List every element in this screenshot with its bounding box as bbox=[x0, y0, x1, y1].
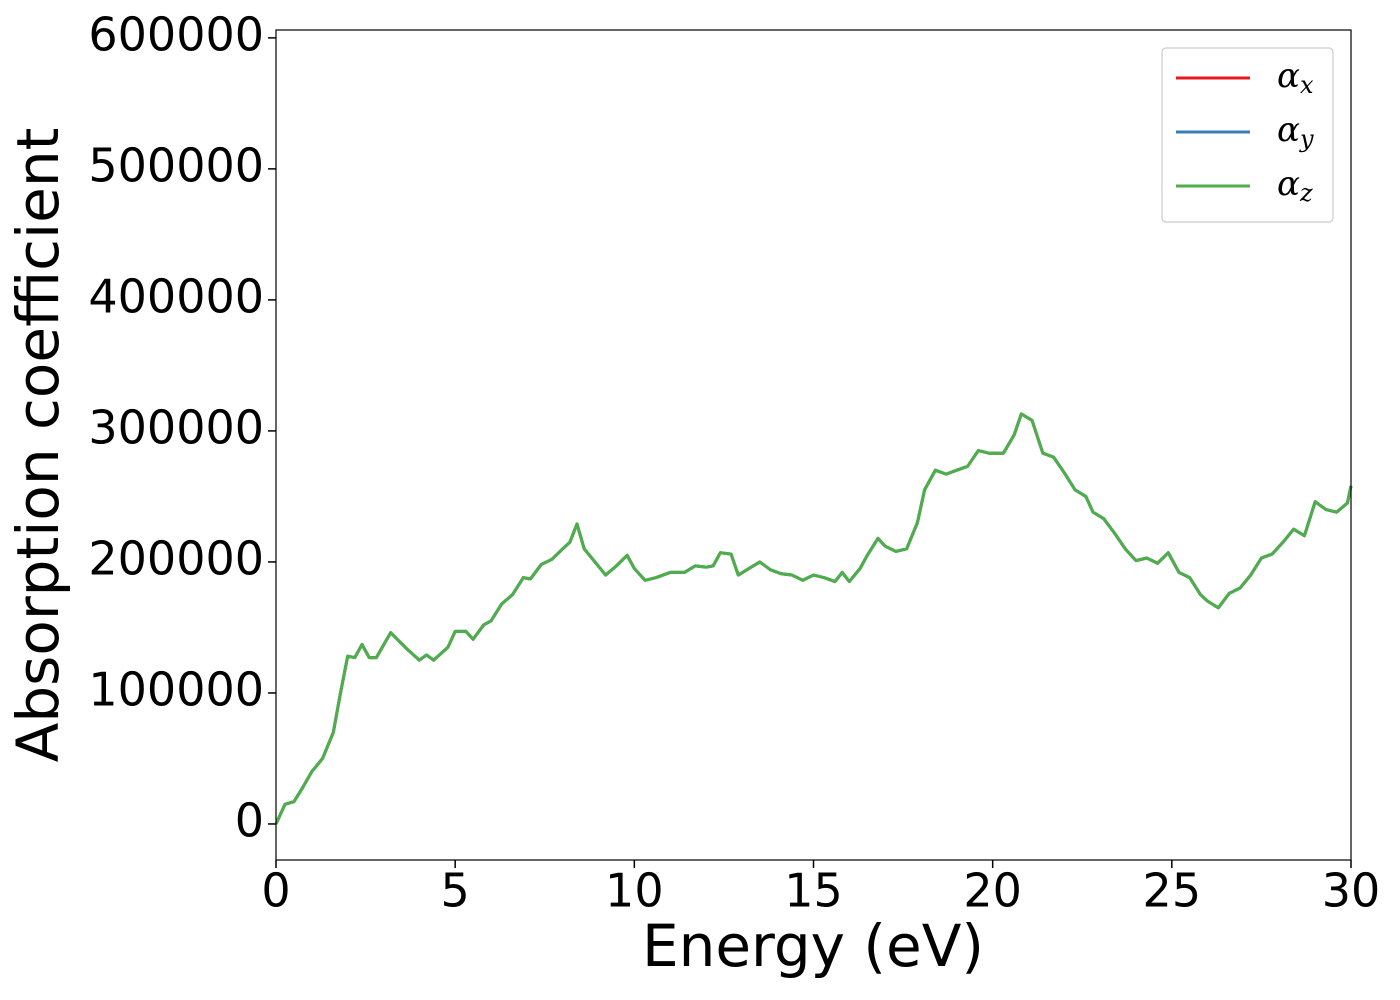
x-axis-label: Energy (eV) bbox=[642, 912, 984, 980]
y-tick-label: 300000 bbox=[88, 400, 264, 454]
y-tick-label: 100000 bbox=[88, 662, 264, 716]
x-tick-label: 10 bbox=[605, 864, 664, 918]
y-tick-label: 0 bbox=[235, 793, 264, 847]
y-tick-label: 400000 bbox=[88, 269, 264, 323]
x-tick-label: 25 bbox=[1143, 864, 1202, 918]
plot-frame bbox=[275, 29, 1352, 861]
series-line bbox=[274, 412, 1353, 825]
x-tick-label: 5 bbox=[441, 864, 470, 918]
legend-box bbox=[1161, 47, 1334, 223]
series-line bbox=[274, 412, 1353, 825]
x-tick-label: 20 bbox=[963, 864, 1022, 918]
series-line bbox=[274, 412, 1353, 825]
y-axis-label: Absorption coefficient bbox=[4, 128, 72, 763]
x-tick-label: 15 bbox=[784, 864, 843, 918]
y-tick-label: 600000 bbox=[88, 7, 264, 61]
x-tick-label: 0 bbox=[261, 864, 290, 918]
x-tick-label: 30 bbox=[1322, 864, 1381, 918]
y-tick-label: 500000 bbox=[88, 138, 264, 192]
y-tick-label: 200000 bbox=[88, 531, 264, 585]
